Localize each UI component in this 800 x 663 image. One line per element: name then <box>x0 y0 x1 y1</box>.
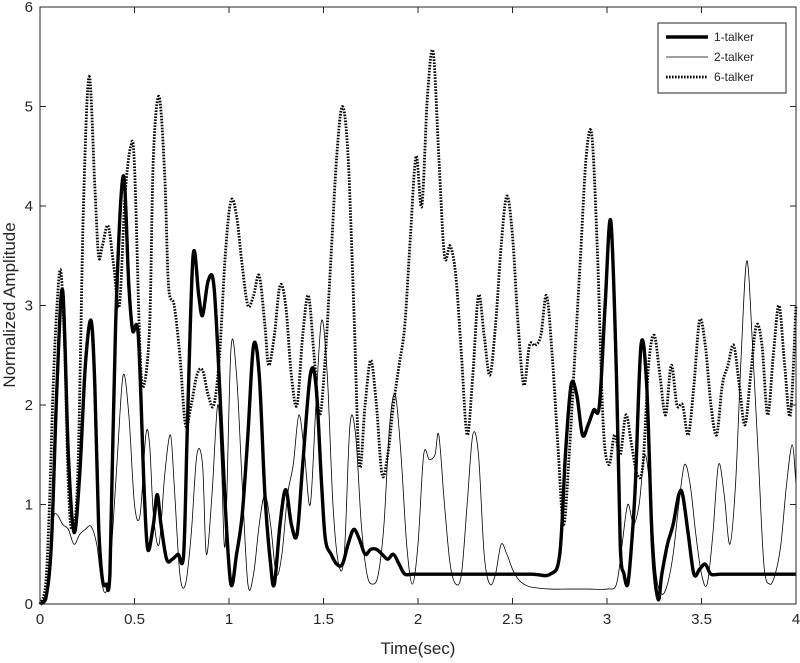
x-tick-label: 1 <box>225 611 233 628</box>
x-tick-label: 3.5 <box>691 611 712 628</box>
series-layer <box>38 48 798 606</box>
x-tick-label: 3 <box>603 611 611 628</box>
x-tick-label: 4 <box>792 611 800 628</box>
x-tick-label: 2 <box>414 611 422 628</box>
y-tick-label: 2 <box>25 397 33 414</box>
series-line-6-talker <box>38 48 798 605</box>
y-tick-label: 1 <box>25 497 33 514</box>
y-tick-label: 3 <box>25 298 33 315</box>
legend-box <box>657 22 787 94</box>
y-tick-label: 5 <box>25 99 33 116</box>
plot-area <box>40 7 796 604</box>
series-line-1-talker <box>38 174 796 606</box>
x-tick-label: 2.5 <box>502 611 523 628</box>
y-tick-label: 4 <box>25 198 33 215</box>
legend-label-6-talker: 6-talker <box>714 70 754 84</box>
x-tick-label: 0 <box>36 611 44 628</box>
tick-layer: 0 0.5 1 1.5 2 2.5 3 3.5 4 0 1 2 3 4 5 6 <box>25 0 800 628</box>
x-axis-label: Time(sec) <box>381 639 456 658</box>
x-tick-label: 0.5 <box>124 611 145 628</box>
y-tick-label: 0 <box>25 596 33 613</box>
legend: 1-talker 2-talker 6-talker <box>657 22 787 94</box>
legend-label-2-talker: 2-talker <box>714 50 754 64</box>
y-axis-label: Normalized Amplitude <box>0 222 19 387</box>
series-line-2-talker <box>39 260 797 605</box>
x-tick-label: 1.5 <box>313 611 334 628</box>
legend-label-1-talker: 1-talker <box>714 30 754 44</box>
y-tick-label: 6 <box>25 0 33 16</box>
